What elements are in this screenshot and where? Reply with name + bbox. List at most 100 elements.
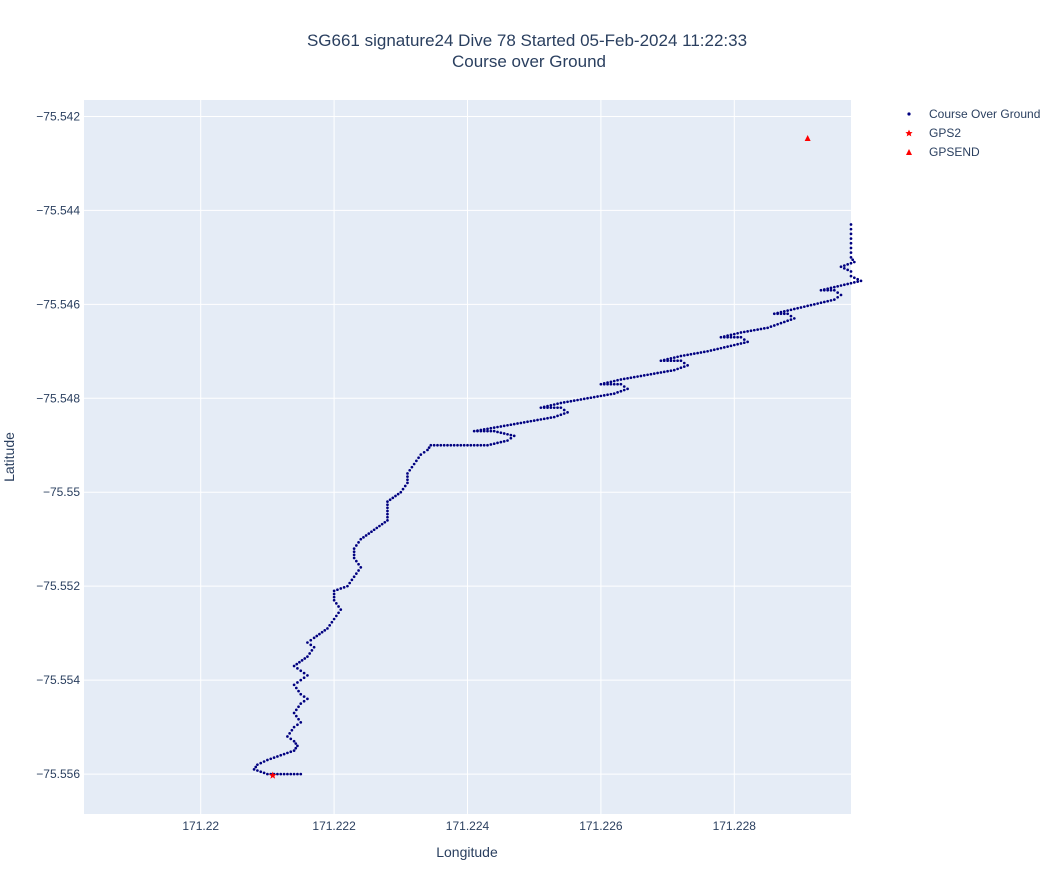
course-point <box>849 227 853 231</box>
course-point <box>829 299 833 302</box>
course-point <box>323 628 327 632</box>
course-point <box>769 325 773 328</box>
course-point <box>772 324 776 327</box>
course-point <box>546 404 549 408</box>
course-point <box>259 770 263 774</box>
course-point <box>616 382 619 386</box>
course-point <box>292 772 296 776</box>
gpsend-triangle-marker <box>804 135 811 142</box>
course-point <box>719 335 723 339</box>
course-point <box>846 282 850 286</box>
legend-item-gps2[interactable]: GPS2 <box>905 126 961 140</box>
course-point <box>306 674 309 677</box>
course-point <box>383 520 387 524</box>
course-point <box>352 550 356 554</box>
x-tick-labels: 171.22 171.222 171.224 171.226 171.228 <box>182 819 756 833</box>
course-point <box>632 375 636 379</box>
course-point <box>396 492 400 496</box>
course-point <box>682 354 686 357</box>
course-point <box>849 274 853 278</box>
chart-title-line-1: SG661 signature24 Dive 78 Started 05-Feb… <box>307 31 747 50</box>
course-point <box>612 392 616 395</box>
course-point <box>682 365 686 368</box>
y-tick-label: −75.544 <box>36 203 80 217</box>
course-point <box>337 605 340 608</box>
course-point <box>406 481 409 485</box>
course-point <box>412 462 416 466</box>
course-point <box>295 662 299 666</box>
course-point <box>699 351 703 354</box>
course-point <box>849 232 853 236</box>
course-point <box>332 592 336 596</box>
course-point <box>796 306 799 310</box>
course-point <box>836 291 840 294</box>
course-point <box>330 620 334 624</box>
course-point <box>676 367 679 371</box>
course-point <box>719 346 723 350</box>
course-point <box>842 264 846 267</box>
course-point <box>542 417 546 421</box>
legend-item-course-over-ground[interactable]: Course Over Ground <box>907 107 1040 121</box>
legend-item-gpsend[interactable]: GPSEND <box>906 145 980 159</box>
course-point <box>417 456 420 460</box>
y-tick-label: −75.548 <box>36 391 80 405</box>
course-point <box>310 649 314 652</box>
course-point <box>306 697 309 701</box>
course-point <box>846 268 850 272</box>
course-point <box>789 314 793 318</box>
course-point <box>599 382 603 386</box>
course-point <box>427 446 431 449</box>
course-point <box>252 768 256 771</box>
course-point <box>357 562 360 566</box>
course-point <box>306 641 309 644</box>
course-point <box>782 312 786 316</box>
legend-star-icon <box>905 129 913 137</box>
course-point <box>279 772 283 776</box>
course-point <box>308 652 311 655</box>
course-point <box>326 627 329 630</box>
course-point <box>509 423 513 427</box>
course-point <box>266 772 269 776</box>
course-point <box>679 354 683 358</box>
legend-dot-icon <box>907 112 911 116</box>
course-point <box>496 430 499 434</box>
y-tick-label: −75.542 <box>36 109 80 123</box>
y-tick-label: −75.552 <box>36 579 80 593</box>
course-point <box>852 276 856 280</box>
course-point <box>849 223 853 226</box>
course-point <box>489 429 493 433</box>
course-point <box>739 331 743 334</box>
legend-label-gps2: GPS2 <box>929 126 961 140</box>
course-point <box>792 307 796 311</box>
course-point <box>401 487 405 491</box>
course-point <box>786 309 789 312</box>
y-axis-title: Latitude <box>1 432 17 482</box>
course-point <box>292 711 296 715</box>
course-point <box>403 484 407 488</box>
course-point <box>586 396 589 400</box>
course-point <box>350 578 354 582</box>
course-point <box>336 588 339 592</box>
course-point <box>446 443 449 447</box>
course-point <box>296 744 299 748</box>
course-point <box>686 353 689 357</box>
course-point <box>559 406 563 410</box>
course-point <box>292 725 296 729</box>
course-point <box>602 394 606 397</box>
course-point <box>852 260 856 264</box>
course-point <box>332 589 336 593</box>
course-point <box>826 287 830 291</box>
course-point <box>482 428 486 431</box>
course-point <box>849 241 853 245</box>
gps2-star-marker <box>268 771 277 779</box>
course-point <box>759 327 763 331</box>
course-point <box>672 368 676 372</box>
course-point <box>606 393 609 397</box>
course-point <box>282 752 286 756</box>
course-point <box>836 295 840 299</box>
course-point <box>742 341 746 345</box>
course-point <box>762 327 766 330</box>
course-point <box>519 421 523 425</box>
course-point <box>506 432 509 436</box>
